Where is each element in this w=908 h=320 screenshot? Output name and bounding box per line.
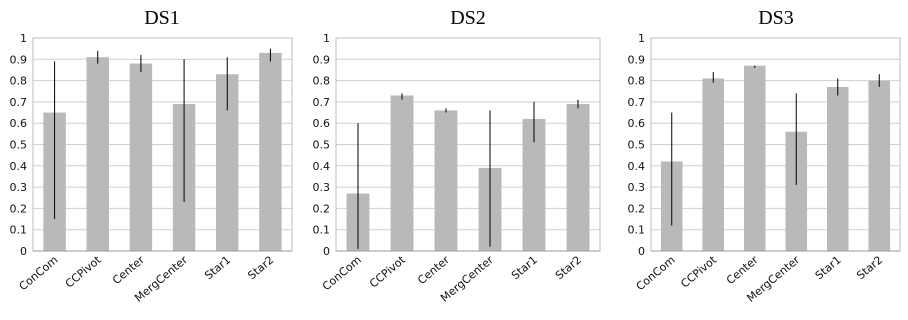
y-tick-label: 0.3 — [10, 181, 28, 194]
y-tick-label: 0.4 — [313, 160, 331, 173]
y-tick-label: 0.7 — [313, 96, 331, 109]
bar-Star1 — [826, 86, 849, 252]
y-tick-label: 0.2 — [10, 202, 28, 215]
y-tick-label: 0.6 — [10, 117, 28, 130]
y-tick-label: 0.2 — [628, 202, 646, 215]
y-tick-label: 0.7 — [628, 96, 646, 109]
y-tick-label: 1 — [638, 32, 645, 45]
x-tick-label: Star2 — [245, 253, 276, 282]
y-tick-label: 0.4 — [10, 160, 28, 173]
x-tick-label: Star1 — [202, 253, 233, 282]
x-tick-label: Center — [415, 253, 452, 287]
x-tick-label: ConCom — [17, 253, 61, 293]
bar-CCPivot — [390, 95, 414, 251]
x-tick-label: ConCom — [320, 253, 364, 293]
x-tick-label: Star1 — [813, 253, 844, 282]
bar-Star1 — [522, 118, 546, 251]
chart-2: DS2 0 0.1 0.2 0.3 0.4 0.5 0.6 0.7 0.8 0.9 1 ConCom CC… — [313, 7, 601, 305]
y-tick-label: 1 — [323, 32, 330, 45]
x-tick-label: Center — [724, 253, 761, 287]
chart-title: DS1 — [144, 7, 180, 29]
x-tick-label: Star2 — [854, 253, 885, 282]
y-tick-label: 0.3 — [628, 181, 646, 194]
y-tick-label: 0.7 — [10, 96, 28, 109]
y-tick-label: 0.9 — [313, 53, 331, 66]
y-tick-label: 0.9 — [628, 53, 646, 66]
chart-3: DS3 0 0.1 0.2 0.3 0.4 0.5 0.6 0.7 0.8 0.9 1 ConCom CC… — [628, 7, 901, 305]
y-tick-label: 1 — [20, 32, 27, 45]
chart-title: DS3 — [758, 7, 794, 29]
y-tick-label: 0.8 — [10, 75, 28, 88]
y-tick-label: 0.5 — [10, 139, 28, 152]
y-tick-label: 0.1 — [10, 224, 28, 237]
y-tick-label: 0.4 — [628, 160, 646, 173]
x-tick-label: CCPivot — [367, 253, 408, 291]
y-tick-label: 0.8 — [628, 75, 646, 88]
y-tick-label: 0 — [323, 245, 330, 258]
bar-Center — [434, 110, 458, 251]
bar-Star2 — [259, 52, 282, 251]
bar-Star2 — [868, 80, 891, 251]
bar-CCPivot — [702, 78, 725, 251]
y-tick-label: 0.5 — [313, 139, 331, 152]
bar-MergCenter — [785, 131, 808, 251]
y-tick-label: 0.8 — [313, 75, 331, 88]
y-tick-label: 0.2 — [313, 202, 331, 215]
y-tick-label: 0.3 — [313, 181, 331, 194]
bar-Center — [129, 63, 153, 252]
y-tick-label: 0 — [638, 245, 645, 258]
x-tick-label: Center — [110, 253, 147, 287]
chart-1: DS1 0 0.1 0.2 0.3 0.4 0.5 0.6 0.7 0.8 0.9 1 ConCom CC… — [10, 7, 293, 305]
bar-Star1 — [216, 74, 239, 252]
chart-title: DS2 — [450, 7, 486, 29]
bar-Center — [743, 65, 766, 251]
y-tick-label: 0.1 — [628, 224, 646, 237]
x-tick-label: Star1 — [509, 253, 540, 282]
bar-CCPivot — [86, 57, 109, 251]
y-tick-label: 0 — [20, 245, 27, 258]
y-tick-label: 0.9 — [10, 53, 28, 66]
y-tick-label: 0.6 — [628, 117, 646, 130]
x-tick-label: Star2 — [553, 253, 584, 282]
x-tick-label: CCPivot — [63, 253, 104, 291]
y-tick-label: 0.6 — [313, 117, 331, 130]
x-tick-label: ConCom — [634, 253, 678, 293]
x-tick-label: CCPivot — [678, 253, 719, 291]
y-tick-label: 0.1 — [313, 224, 331, 237]
bar-Star2 — [566, 104, 590, 251]
y-tick-label: 0.5 — [628, 139, 646, 152]
